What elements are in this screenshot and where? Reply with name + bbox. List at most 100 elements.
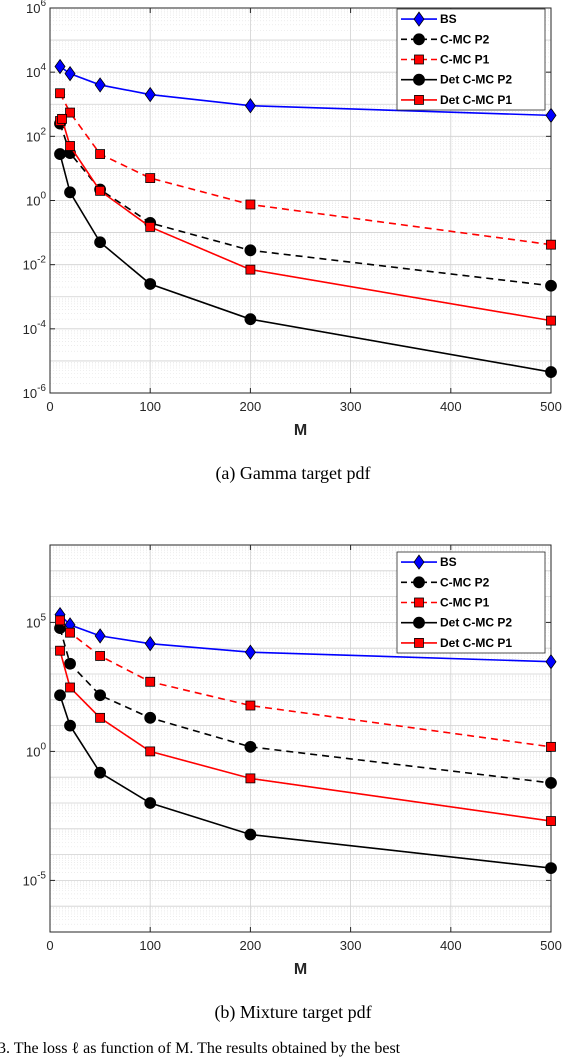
data-point — [546, 315, 556, 326]
data-point — [54, 148, 66, 160]
y-tick-label: 100 — [26, 191, 46, 209]
grid — [49, 7, 552, 394]
data-point — [65, 141, 75, 151]
data-point — [54, 689, 66, 702]
y-tick-label: 10-2 — [23, 255, 47, 273]
data-point — [546, 741, 556, 752]
data-point — [244, 98, 256, 114]
data-point — [245, 264, 256, 275]
x-tick-label: 200 — [240, 399, 262, 414]
data-point — [54, 58, 66, 75]
x-tick-label: 400 — [440, 938, 462, 953]
series-det-c-mc-p2 — [54, 689, 557, 874]
legend-marker — [413, 33, 425, 46]
y-tick-label: 10-6 — [23, 383, 47, 401]
data-point — [144, 797, 157, 809]
legend-label: Det C-MC P2 — [440, 73, 512, 87]
legend-marker — [414, 95, 424, 105]
chart-mixture: 0 100 200 300 400 500 10-5 100 105 M BS C-MC P2 C-MC… — [23, 544, 562, 978]
legend-marker — [413, 554, 425, 570]
data-point — [245, 199, 256, 210]
y-tick-label: 10-5 — [23, 870, 47, 888]
data-point — [95, 651, 105, 661]
data-point — [64, 65, 76, 82]
legend-entry: Det C-MC P2 — [401, 73, 512, 87]
y-tick-label: 104 — [26, 62, 46, 80]
data-point — [545, 862, 557, 874]
data-point — [546, 239, 556, 250]
legend: BS C-MC P2 C-MC P1 Det C-MC P2 Det C-MC P1 — [396, 8, 546, 111]
legend-label: BS — [440, 12, 457, 26]
y-tick-label: 10-4 — [23, 319, 47, 337]
data-point — [55, 88, 65, 99]
x-axis-label: M — [294, 961, 307, 978]
caption-gamma: (a) Gamma target pdf — [215, 463, 370, 484]
data-point — [244, 244, 257, 257]
data-point — [94, 628, 106, 644]
data-point — [65, 682, 75, 693]
chart-gamma: 0 100 200 300 400 500 10-6 10-4 10-2 100 102 104 106… — [23, 0, 562, 439]
data-point — [94, 766, 106, 779]
data-point — [95, 149, 105, 159]
legend-label: C-MC P2 — [440, 575, 490, 589]
x-tick-label: 100 — [139, 938, 161, 953]
legend-entry: C-MC P1 — [401, 596, 490, 610]
legend-entry: C-MC P1 — [401, 53, 490, 67]
x-tick-label: 0 — [46, 399, 53, 414]
figure-footer-text: 3. The loss ℓ as function of M. The resu… — [0, 1040, 401, 1057]
data-point — [55, 645, 65, 656]
legend-entry: BS — [401, 554, 457, 570]
series-det-c-mc-p1 — [55, 113, 556, 326]
series-line — [59, 153, 552, 373]
x-tick-label: 0 — [46, 938, 53, 953]
data-point — [244, 313, 257, 326]
data-point — [245, 700, 256, 711]
data-point — [545, 279, 557, 292]
legend-entry: C-MC P2 — [401, 575, 490, 589]
axes-box — [49, 544, 552, 933]
data-point — [65, 627, 75, 638]
caption-mixture: (b) Mixture target pdf — [214, 1002, 371, 1023]
legend-marker — [413, 11, 425, 27]
legend-label: Det C-MC P2 — [440, 616, 512, 630]
x-tick-label: 100 — [139, 399, 161, 414]
x-tick-label: 300 — [340, 399, 362, 414]
data-point — [545, 366, 557, 378]
x-tick-label: 500 — [540, 399, 562, 414]
data-point — [145, 746, 156, 757]
series-bs — [54, 58, 557, 124]
data-point — [545, 777, 557, 789]
y-tick-label: 106 — [26, 0, 46, 16]
legend-marker — [414, 597, 424, 608]
data-point — [64, 186, 76, 199]
data-point — [144, 635, 156, 652]
data-point — [94, 689, 106, 702]
legend-entry: BS — [401, 11, 457, 27]
legend-label: BS — [440, 555, 457, 569]
data-point — [145, 173, 156, 183]
series-c-mc-p1 — [55, 88, 556, 250]
legend-label: Det C-MC P1 — [440, 636, 512, 650]
data-point — [244, 828, 257, 841]
data-point — [57, 113, 67, 124]
legend: BS C-MC P2 C-MC P1 Det C-MC P2 Det C-MC P1 — [396, 551, 546, 654]
x-tick-label: 300 — [340, 938, 362, 953]
series-line — [59, 627, 552, 784]
y-tick-label: 102 — [26, 126, 46, 144]
legend-marker — [413, 576, 425, 589]
data-point — [145, 676, 156, 687]
data-point — [545, 654, 557, 670]
x-tick-label: 200 — [240, 938, 262, 953]
x-tick-label: 400 — [440, 399, 462, 414]
data-point — [144, 278, 157, 290]
legend-entry: C-MC P2 — [401, 32, 490, 46]
data-point — [55, 615, 65, 626]
data-point — [145, 222, 156, 232]
data-point — [95, 712, 105, 723]
series-c-mc-p2 — [54, 622, 557, 789]
data-point — [244, 740, 257, 753]
legend-label: C-MC P1 — [440, 596, 490, 610]
legend-label: C-MC P1 — [440, 53, 490, 67]
legend-label: Det C-MC P1 — [440, 93, 512, 107]
